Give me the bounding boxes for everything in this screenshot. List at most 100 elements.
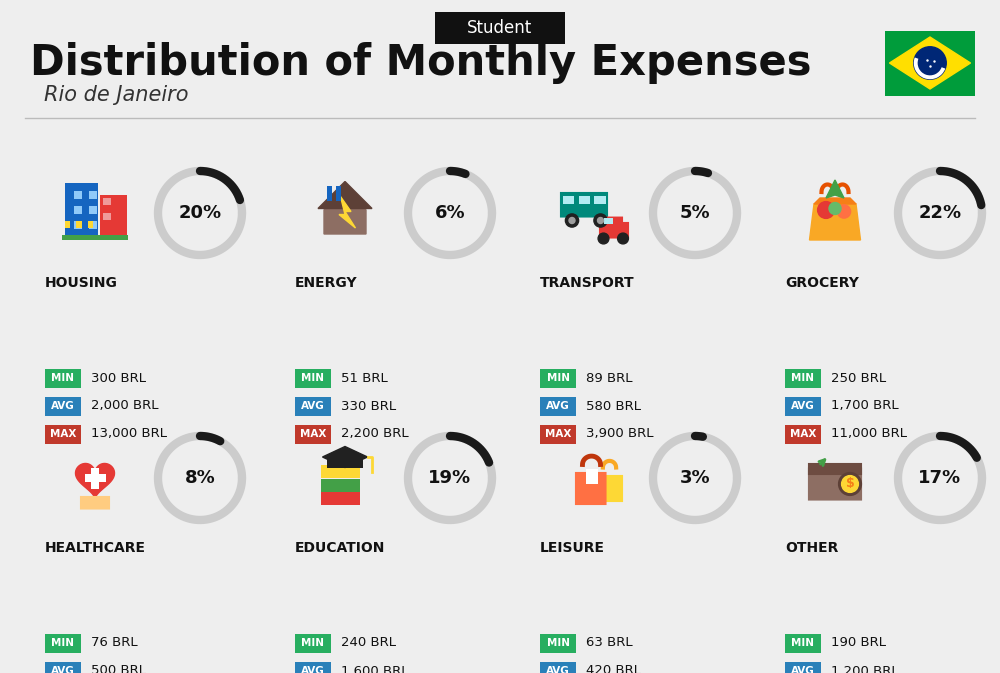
Text: 190 BRL: 190 BRL bbox=[831, 637, 886, 649]
Text: 5%: 5% bbox=[680, 204, 710, 222]
Text: 1,700 BRL: 1,700 BRL bbox=[831, 400, 899, 413]
FancyBboxPatch shape bbox=[785, 425, 821, 444]
FancyBboxPatch shape bbox=[604, 218, 613, 224]
FancyBboxPatch shape bbox=[295, 369, 331, 388]
FancyBboxPatch shape bbox=[586, 469, 598, 484]
Text: MIN: MIN bbox=[52, 638, 74, 648]
FancyBboxPatch shape bbox=[560, 192, 608, 217]
FancyBboxPatch shape bbox=[89, 221, 97, 229]
FancyBboxPatch shape bbox=[74, 221, 82, 229]
Polygon shape bbox=[318, 182, 372, 209]
FancyBboxPatch shape bbox=[65, 183, 98, 240]
Text: MAX: MAX bbox=[545, 429, 571, 439]
Text: ENERGY: ENERGY bbox=[295, 276, 358, 290]
FancyBboxPatch shape bbox=[62, 235, 128, 240]
FancyBboxPatch shape bbox=[91, 468, 99, 489]
FancyBboxPatch shape bbox=[603, 217, 623, 225]
FancyBboxPatch shape bbox=[45, 396, 81, 415]
FancyBboxPatch shape bbox=[80, 496, 110, 509]
Text: AVG: AVG bbox=[546, 666, 570, 673]
Text: AVG: AVG bbox=[791, 666, 815, 673]
FancyBboxPatch shape bbox=[74, 206, 82, 213]
FancyBboxPatch shape bbox=[540, 662, 576, 673]
Circle shape bbox=[569, 217, 575, 223]
Text: MAX: MAX bbox=[300, 429, 326, 439]
Text: MAX: MAX bbox=[50, 429, 76, 439]
Text: 51 BRL: 51 BRL bbox=[341, 371, 388, 384]
Text: TRANSPORT: TRANSPORT bbox=[540, 276, 635, 290]
Text: AVG: AVG bbox=[51, 401, 75, 411]
FancyBboxPatch shape bbox=[74, 191, 82, 199]
Text: MIN: MIN bbox=[302, 373, 324, 383]
Polygon shape bbox=[814, 198, 856, 204]
Circle shape bbox=[618, 233, 628, 244]
Polygon shape bbox=[76, 464, 114, 499]
FancyBboxPatch shape bbox=[785, 369, 821, 388]
FancyBboxPatch shape bbox=[295, 662, 331, 673]
Polygon shape bbox=[322, 446, 368, 468]
FancyBboxPatch shape bbox=[540, 369, 576, 388]
FancyBboxPatch shape bbox=[321, 493, 360, 505]
FancyBboxPatch shape bbox=[785, 396, 821, 415]
FancyBboxPatch shape bbox=[785, 633, 821, 653]
Text: 63 BRL: 63 BRL bbox=[586, 637, 633, 649]
Text: MIN: MIN bbox=[546, 373, 570, 383]
FancyBboxPatch shape bbox=[45, 662, 81, 673]
Circle shape bbox=[598, 217, 604, 223]
Text: LEISURE: LEISURE bbox=[540, 541, 605, 555]
Text: AVG: AVG bbox=[51, 666, 75, 673]
Text: 20%: 20% bbox=[178, 204, 222, 222]
FancyBboxPatch shape bbox=[84, 474, 106, 482]
FancyBboxPatch shape bbox=[103, 213, 111, 219]
Text: AVG: AVG bbox=[546, 401, 570, 411]
Text: AVG: AVG bbox=[301, 401, 325, 411]
FancyBboxPatch shape bbox=[89, 191, 97, 199]
Polygon shape bbox=[810, 204, 860, 240]
FancyBboxPatch shape bbox=[327, 186, 332, 201]
FancyBboxPatch shape bbox=[295, 633, 331, 653]
Circle shape bbox=[842, 476, 858, 493]
Polygon shape bbox=[324, 188, 366, 234]
Text: HEALTHCARE: HEALTHCARE bbox=[45, 541, 146, 555]
Text: 580 BRL: 580 BRL bbox=[586, 400, 641, 413]
FancyBboxPatch shape bbox=[89, 206, 97, 213]
Text: 1,200 BRL: 1,200 BRL bbox=[831, 664, 899, 673]
Circle shape bbox=[598, 233, 609, 244]
Polygon shape bbox=[826, 180, 844, 198]
Text: 330 BRL: 330 BRL bbox=[341, 400, 396, 413]
Text: 13,000 BRL: 13,000 BRL bbox=[91, 427, 167, 441]
Circle shape bbox=[837, 205, 851, 218]
Circle shape bbox=[829, 203, 841, 215]
Text: 89 BRL: 89 BRL bbox=[586, 371, 633, 384]
Text: 500 BRL: 500 BRL bbox=[91, 664, 146, 673]
FancyBboxPatch shape bbox=[594, 196, 606, 204]
FancyBboxPatch shape bbox=[540, 425, 576, 444]
FancyBboxPatch shape bbox=[321, 479, 360, 491]
Text: GROCERY: GROCERY bbox=[785, 276, 859, 290]
Text: $: $ bbox=[846, 478, 854, 491]
FancyBboxPatch shape bbox=[540, 396, 576, 415]
FancyBboxPatch shape bbox=[65, 221, 70, 228]
Text: MIN: MIN bbox=[52, 373, 74, 383]
Text: HOUSING: HOUSING bbox=[45, 276, 118, 290]
Text: Distribution of Monthly Expenses: Distribution of Monthly Expenses bbox=[30, 42, 812, 84]
Text: 11,000 BRL: 11,000 BRL bbox=[831, 427, 907, 441]
FancyBboxPatch shape bbox=[540, 633, 576, 653]
Text: Rio de Janeiro: Rio de Janeiro bbox=[44, 85, 188, 105]
FancyBboxPatch shape bbox=[321, 466, 360, 478]
Text: 250 BRL: 250 BRL bbox=[831, 371, 886, 384]
Text: 19%: 19% bbox=[428, 469, 472, 487]
Text: 300 BRL: 300 BRL bbox=[91, 371, 146, 384]
Polygon shape bbox=[339, 197, 356, 228]
FancyBboxPatch shape bbox=[45, 633, 81, 653]
Text: 420 BRL: 420 BRL bbox=[586, 664, 641, 673]
Text: AVG: AVG bbox=[791, 401, 815, 411]
Text: AVG: AVG bbox=[301, 666, 325, 673]
Text: OTHER: OTHER bbox=[785, 541, 838, 555]
Text: 17%: 17% bbox=[918, 469, 962, 487]
Text: MIN: MIN bbox=[792, 373, 814, 383]
FancyBboxPatch shape bbox=[45, 369, 81, 388]
Text: 22%: 22% bbox=[918, 204, 962, 222]
FancyBboxPatch shape bbox=[563, 196, 574, 204]
FancyBboxPatch shape bbox=[599, 475, 623, 502]
